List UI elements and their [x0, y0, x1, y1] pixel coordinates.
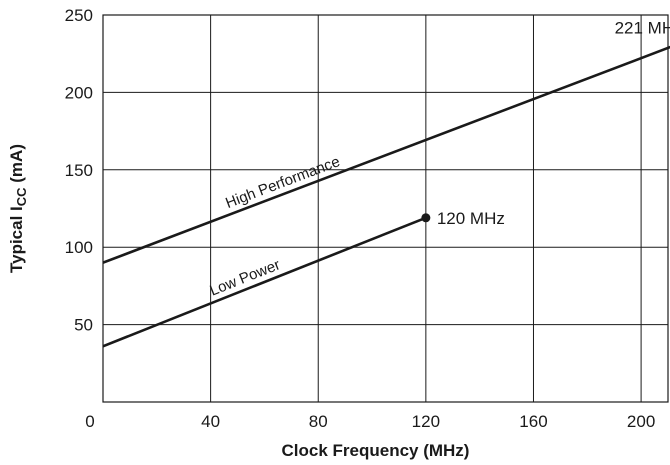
- y-tick-labels: 50 100 150 200 250: [65, 6, 93, 335]
- series-line-low-power: [103, 216, 427, 348]
- x-tick-label: 120: [412, 412, 440, 431]
- x-tick-label: 200: [627, 412, 655, 431]
- x-tick-labels: 0 40 80 120 160 200: [85, 412, 655, 431]
- end-marker-label-low-power: 120 MHz: [437, 209, 505, 228]
- y-axis-label-subscript: CC: [14, 187, 29, 206]
- x-tick-label: 160: [519, 412, 547, 431]
- series-name-high-performance: High Performance: [223, 153, 342, 212]
- x-axis-label: Clock Frequency (MHz): [282, 441, 470, 460]
- y-tick-label: 100: [65, 238, 93, 257]
- y-tick-label: 50: [74, 316, 93, 335]
- series-line-high-performance: [103, 45, 670, 264]
- x-tick-label: 0: [85, 412, 94, 431]
- y-tick-label: 200: [65, 83, 93, 102]
- y-axis-label-prefix: Typical I: [7, 206, 26, 273]
- y-axis-label-suffix: (mA): [7, 144, 26, 187]
- y-tick-label: 150: [65, 161, 93, 180]
- x-tick-label: 40: [201, 412, 220, 431]
- y-axis-label: Typical ICC (mA): [7, 144, 29, 273]
- grid: [103, 15, 668, 402]
- end-marker-low-power: [421, 213, 431, 223]
- series-group: [103, 45, 670, 348]
- y-tick-label: 250: [65, 6, 93, 25]
- x-tick-label: 80: [309, 412, 328, 431]
- end-marker-label-high-performance: 221 MHz: [615, 19, 670, 38]
- plot-frame: [102, 14, 669, 403]
